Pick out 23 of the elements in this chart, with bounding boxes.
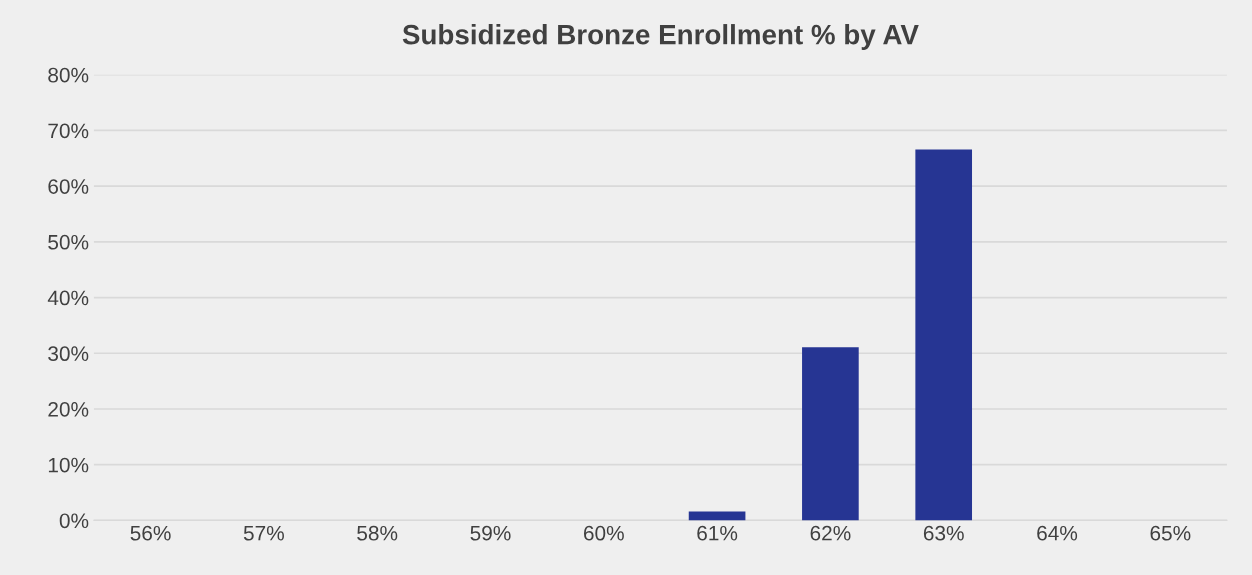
y-tick-label: 80%: [48, 67, 89, 83]
x-tick-label: 60%: [583, 525, 624, 541]
y-tick-label: 70%: [48, 123, 89, 139]
y-tick-label: 30%: [48, 346, 89, 362]
x-tick-label: 56%: [130, 525, 171, 541]
x-tick-label: 63%: [923, 525, 964, 541]
y-tick-label: 50%: [48, 234, 89, 250]
x-tick-label: 61%: [697, 525, 738, 541]
bar: [688, 511, 746, 521]
x-tick-label: 59%: [470, 525, 511, 541]
y-tick-label: 60%: [48, 179, 89, 194]
y-tick-label: 0%: [59, 513, 89, 529]
x-tick-label: 64%: [1037, 525, 1078, 541]
y-tick-label: 40%: [47, 290, 89, 306]
bar: [915, 149, 973, 521]
bar: [802, 347, 859, 521]
y-tick-label: 20%: [48, 401, 89, 417]
chart-title: Subsidized Bronze Enrollment % by AV: [402, 24, 919, 50]
x-tick-label: 65%: [1150, 525, 1191, 541]
x-tick-label: 62%: [810, 525, 851, 541]
x-tick-label: 58%: [357, 525, 398, 541]
x-tick-label: 57%: [243, 525, 284, 541]
y-tick-label: 10%: [48, 457, 89, 473]
